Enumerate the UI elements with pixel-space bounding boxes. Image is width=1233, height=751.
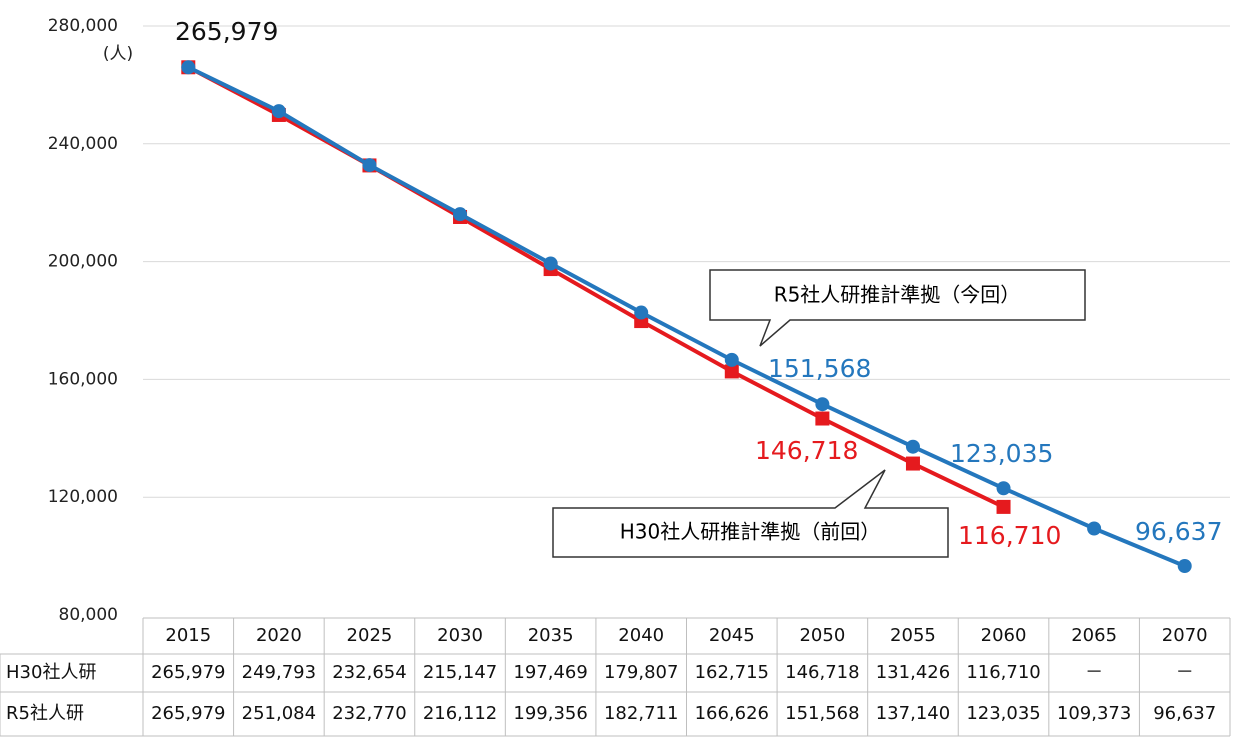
table-cell: 199,356	[513, 703, 587, 724]
data-label: 151,568	[768, 354, 871, 383]
marker	[905, 439, 920, 454]
y-axis-label: (人)	[103, 44, 133, 64]
marker	[724, 352, 739, 367]
marker	[724, 364, 739, 379]
table-cell: 146,718	[785, 662, 859, 683]
table-cell: 215,147	[423, 662, 497, 683]
table-cell: 151,568	[785, 703, 859, 724]
data-label: 146,718	[755, 436, 858, 465]
table-cell: －	[1176, 662, 1194, 683]
callout	[709, 269, 1086, 347]
table-cell: 232,654	[332, 662, 406, 683]
data-label: 96,637	[1135, 517, 1222, 546]
table-cell: 96,637	[1153, 703, 1216, 724]
y-tick-label: 200,000	[48, 252, 118, 272]
legend-entry: R5社人研	[6, 703, 84, 724]
marker	[905, 456, 920, 471]
data-label: 116,710	[958, 521, 1061, 550]
table-cell: 162,715	[695, 662, 769, 683]
marker	[453, 207, 468, 222]
table-cell: 182,711	[604, 703, 678, 724]
x-tick-label: 2020	[256, 625, 302, 646]
table-cell: 116,710	[966, 662, 1040, 683]
legend-entry: H30社人研	[6, 662, 96, 683]
y-tick-label: 120,000	[48, 487, 118, 507]
table-cell: 232,770	[332, 703, 406, 724]
table-cell: 131,426	[876, 662, 950, 683]
annotation: H30社人研推計準拠（前回）	[620, 520, 881, 544]
marker	[634, 305, 649, 320]
series-line	[187, 65, 1186, 568]
table-cell: 137,140	[876, 703, 950, 724]
x-tick-label: 2060	[981, 625, 1027, 646]
x-tick-label: 2070	[1162, 625, 1208, 646]
marker	[996, 481, 1011, 496]
table-cell: 166,626	[695, 703, 769, 724]
table-cell: 249,793	[242, 662, 316, 683]
marker	[543, 256, 558, 271]
x-tick-label: 2015	[165, 625, 211, 646]
table-cell: 109,373	[1057, 703, 1131, 724]
x-tick-label: 2055	[890, 625, 936, 646]
marker	[996, 499, 1011, 514]
marker	[815, 397, 830, 412]
table-cell: 265,979	[151, 662, 225, 683]
marker	[1177, 559, 1192, 574]
x-tick-label: 2025	[347, 625, 393, 646]
marker	[1087, 521, 1102, 536]
marker	[815, 411, 830, 426]
table-cell: 265,979	[151, 703, 225, 724]
marker	[362, 158, 377, 173]
table-cell: －	[1085, 662, 1103, 683]
y-tick-label: 160,000	[48, 369, 118, 389]
table-cell: 251,084	[242, 703, 316, 724]
x-tick-label: 2065	[1071, 625, 1117, 646]
data-label: 123,035	[950, 439, 1053, 468]
y-tick-label: 80,000	[59, 605, 118, 625]
x-tick-label: 2040	[618, 625, 664, 646]
x-tick-label: 2050	[799, 625, 845, 646]
table-cell: 123,035	[966, 703, 1040, 724]
marker	[181, 60, 196, 75]
x-tick-label: 2035	[528, 625, 574, 646]
y-tick-label: 280,000	[48, 16, 118, 36]
marker	[271, 104, 286, 119]
x-tick-label: 2030	[437, 625, 483, 646]
x-tick-label: 2045	[709, 625, 755, 646]
y-tick-label: 240,000	[48, 134, 118, 154]
table-cell: 216,112	[423, 703, 497, 724]
table-cell: 179,807	[604, 662, 678, 683]
annotation: R5社人研推計準拠（今回）	[774, 283, 1021, 307]
callout	[552, 469, 949, 558]
data-label: 265,979	[175, 17, 278, 46]
table-cell: 197,469	[513, 662, 587, 683]
